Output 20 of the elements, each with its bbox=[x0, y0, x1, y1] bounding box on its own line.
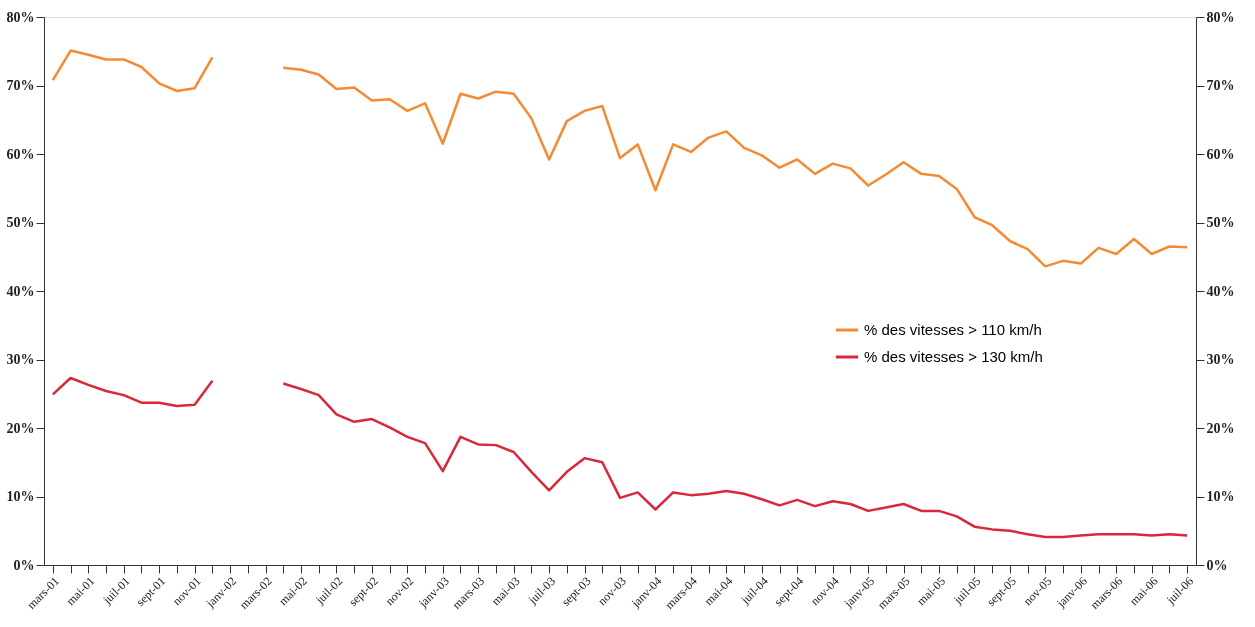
y-tick-label: 20% bbox=[6, 420, 35, 436]
y2-tick-label: 40% bbox=[1206, 283, 1235, 299]
y-tick-label: 40% bbox=[6, 283, 35, 299]
y2-tick-label: 0% bbox=[1206, 557, 1228, 573]
y-tick-label: 60% bbox=[6, 146, 35, 162]
y-tick-label: 0% bbox=[13, 557, 35, 573]
y-tick-label: 10% bbox=[6, 489, 35, 504]
y2-tick-label: 50% bbox=[1206, 215, 1235, 230]
legend-label: % des vitesses > 130 km/h bbox=[864, 348, 1043, 365]
y-tick-label: 70% bbox=[6, 78, 35, 93]
y2-tick-label: 30% bbox=[1206, 352, 1235, 367]
y-tick-label: 80% bbox=[6, 9, 35, 25]
legend-label: % des vitesses > 110 km/h bbox=[864, 321, 1042, 338]
y2-tick-label: 70% bbox=[1206, 78, 1235, 93]
y2-tick-label: 80% bbox=[1206, 9, 1235, 25]
y2-tick-label: 60% bbox=[1206, 146, 1235, 162]
y-tick-label: 30% bbox=[6, 352, 35, 367]
y2-tick-label: 20% bbox=[1206, 420, 1235, 436]
y-tick-label: 50% bbox=[6, 215, 35, 230]
y2-tick-label: 10% bbox=[1206, 489, 1235, 504]
